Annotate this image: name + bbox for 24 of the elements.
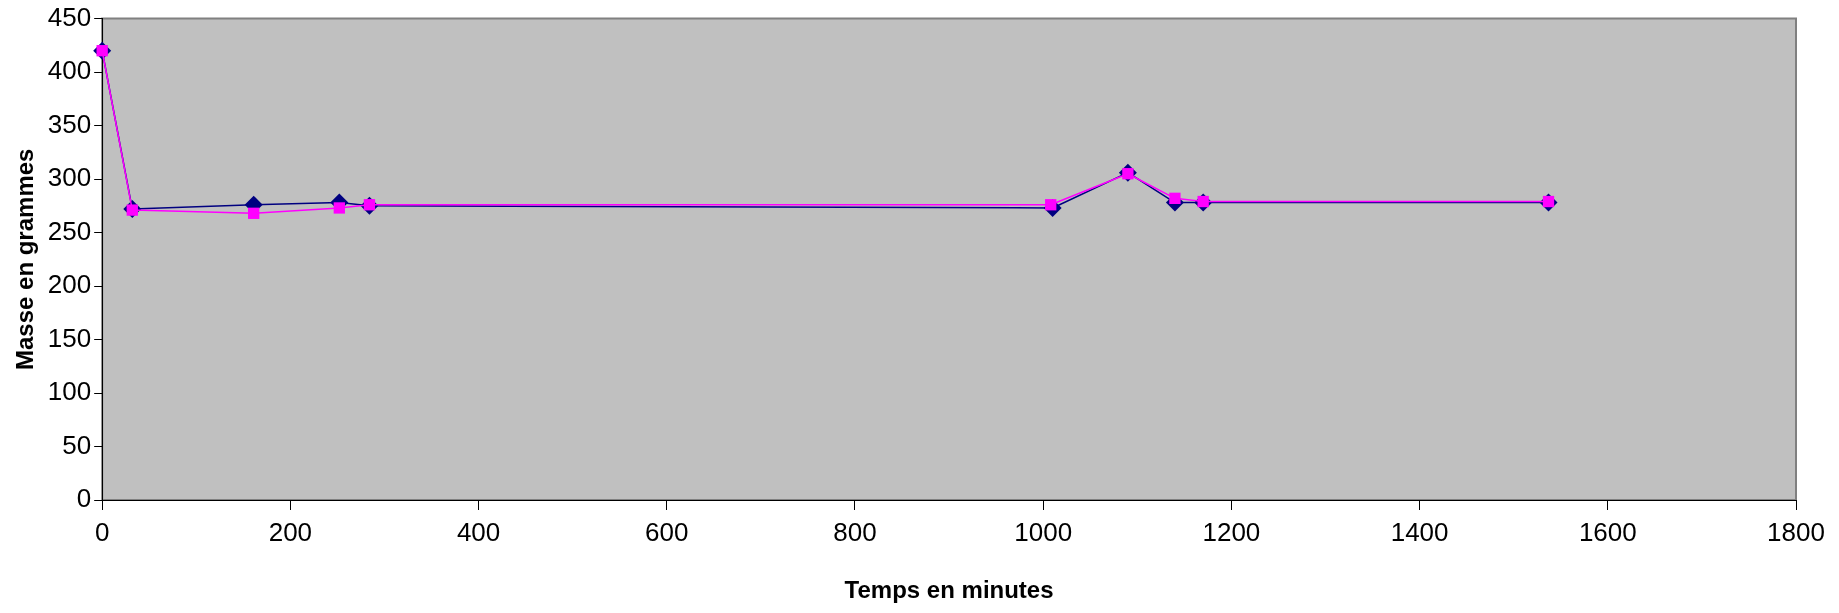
- x-tick-label: 200: [268, 516, 313, 547]
- point: [333, 202, 345, 214]
- x-tick-label: 800: [833, 516, 877, 547]
- y-tick-label: 400: [47, 55, 92, 86]
- y-tick-label: 250: [47, 215, 92, 246]
- y-tick-label: 50: [62, 429, 92, 460]
- x-axis-title: Temps en minutes: [844, 576, 1054, 604]
- y-tick-label: 350: [47, 108, 92, 139]
- y-tick-label: 450: [47, 1, 92, 32]
- x-tick-label: 400: [456, 516, 501, 547]
- y-tick-label: 150: [47, 322, 92, 353]
- x-tick-label: 1400: [1390, 516, 1449, 547]
- y-tick-label: 100: [47, 376, 92, 407]
- y-axis-title: Masse en grammes: [11, 148, 39, 371]
- y-tick-label: 0: [76, 483, 92, 514]
- x-tick-label: 600: [645, 516, 689, 547]
- point: [1169, 192, 1181, 204]
- x-tick-label: 1600: [1578, 516, 1637, 547]
- y-tick-label: 300: [47, 162, 92, 193]
- point: [248, 207, 260, 219]
- x-tick-label: 1800: [1767, 516, 1825, 547]
- x-tick-label: 1200: [1202, 516, 1261, 547]
- x-tick-label: 1000: [1014, 516, 1073, 547]
- y-tick-label: 200: [47, 269, 92, 300]
